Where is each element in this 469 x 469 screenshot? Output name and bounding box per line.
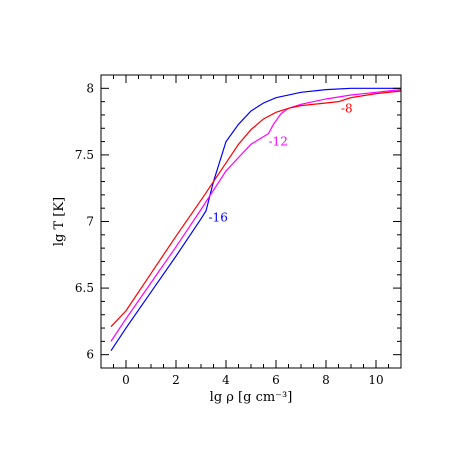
x-tick-label: 4 <box>222 373 230 387</box>
x-tick-label: 6 <box>272 373 280 387</box>
curve-label: -8 <box>341 101 353 115</box>
series-line-minus-8 <box>110 90 402 328</box>
x-tick-label: 8 <box>322 373 330 387</box>
curve-annotations: -16 -12 -8 <box>209 101 353 224</box>
y-tick-label: 7.5 <box>75 148 94 162</box>
axis-ticks <box>100 74 402 369</box>
x-tick-label: 10 <box>368 373 383 387</box>
curve-label: -12 <box>269 135 288 149</box>
y-tick-label: 8 <box>86 81 94 95</box>
series-curves <box>110 87 402 352</box>
series-line-minus-12 <box>110 89 402 342</box>
y-tick-label: 6.5 <box>75 281 94 295</box>
tick-labels: 0 2 4 6 8 10 6 6.5 7 7.5 8 <box>75 81 384 387</box>
y-axis-title: lg T [K] <box>52 197 67 246</box>
y-tick-label: 6 <box>86 348 94 362</box>
x-tick-label: 2 <box>172 373 180 387</box>
y-tick-label: 7 <box>86 215 94 229</box>
series-line-minus-16 <box>110 87 401 352</box>
curve-label: -16 <box>209 211 228 225</box>
x-axis-title: lg ρ [g cm⁻³] <box>210 390 293 405</box>
x-tick-label: 0 <box>122 373 130 387</box>
